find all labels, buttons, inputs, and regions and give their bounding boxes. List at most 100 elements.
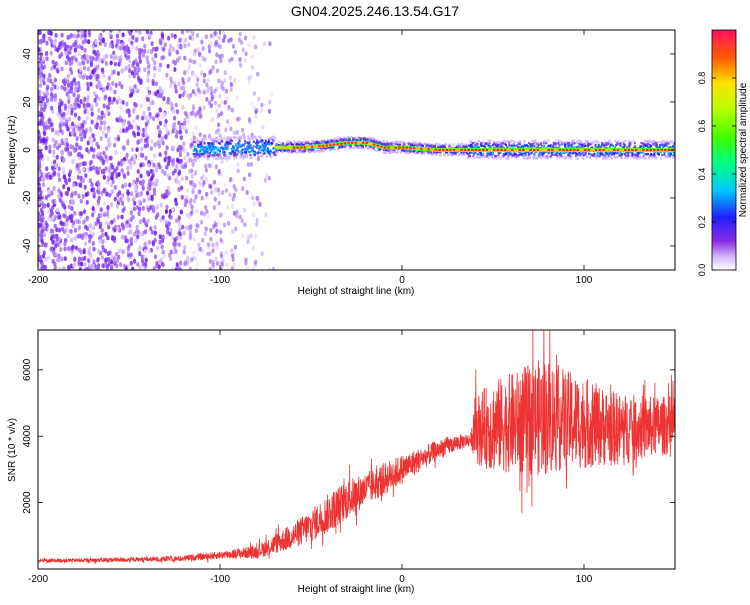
noise-dot xyxy=(48,73,52,78)
band-cell xyxy=(533,153,536,156)
band-cell-cyan xyxy=(554,152,557,155)
noise-dot xyxy=(90,119,94,125)
band-cell xyxy=(564,157,566,160)
noise-dot xyxy=(173,84,178,90)
band-cell xyxy=(237,144,240,147)
noise-dot xyxy=(103,125,107,131)
band-cell xyxy=(437,145,440,149)
noise-dot xyxy=(67,47,71,53)
noise-dot xyxy=(183,155,187,161)
band-cell xyxy=(345,139,348,142)
band-cell xyxy=(196,150,198,153)
band-cell-cyan xyxy=(619,152,622,154)
band-cell xyxy=(369,145,372,148)
noise-dot xyxy=(247,42,251,47)
noise-dot xyxy=(171,46,175,52)
noise-dot xyxy=(104,220,108,226)
noise-dot xyxy=(144,122,148,127)
noise-dot xyxy=(78,162,82,168)
band-cell xyxy=(588,143,590,146)
band-cell xyxy=(241,143,244,146)
noise-dot xyxy=(81,123,85,129)
band-cell-cyan xyxy=(228,152,231,155)
noise-dot xyxy=(77,145,81,151)
band-cell xyxy=(236,148,239,151)
band-cell xyxy=(402,141,405,144)
band-cell xyxy=(197,157,200,160)
band-cell xyxy=(265,142,268,145)
band-cell xyxy=(556,151,559,154)
noise-dot xyxy=(190,209,194,215)
noise-dot xyxy=(147,172,151,177)
noise-dot xyxy=(72,88,76,93)
noise-dot xyxy=(98,125,103,131)
band-cell xyxy=(600,151,602,154)
noise-dot xyxy=(220,100,224,105)
band-cell xyxy=(358,147,361,150)
y-tick-label: 40 xyxy=(22,48,33,60)
band-cell xyxy=(592,141,595,144)
noise-dot xyxy=(146,196,150,202)
band-cell xyxy=(656,141,659,144)
noise-dot xyxy=(252,105,256,110)
ridge-peak xyxy=(311,145,314,148)
band-cell xyxy=(523,152,526,155)
noise-dot xyxy=(126,238,130,244)
noise-dot xyxy=(97,80,101,85)
band-cell xyxy=(252,140,255,143)
band-cell xyxy=(381,142,384,145)
noise-dot xyxy=(156,125,160,130)
band-cell xyxy=(607,142,610,145)
band-cell xyxy=(645,141,648,144)
noise-dot xyxy=(112,55,116,61)
band-cell xyxy=(482,140,485,143)
band-cell xyxy=(507,156,510,159)
ridge-peak xyxy=(412,147,416,150)
band-cell-cyan xyxy=(590,153,593,155)
band-cell xyxy=(638,152,641,155)
band-cell xyxy=(514,155,517,158)
ridge-peak xyxy=(616,149,620,151)
band-cell xyxy=(489,145,492,148)
noise-dot xyxy=(129,237,133,243)
noise-dot xyxy=(47,255,51,261)
noise-dot xyxy=(173,34,177,39)
noise-dot xyxy=(150,194,154,200)
noise-dot xyxy=(38,47,41,53)
noise-dot xyxy=(116,45,120,51)
noise-dot xyxy=(219,111,223,116)
noise-dot xyxy=(130,40,134,46)
band-cell xyxy=(197,143,200,146)
band-cell xyxy=(251,135,254,138)
noise-dot xyxy=(134,238,138,244)
band-cell xyxy=(208,146,210,149)
band-cell xyxy=(410,144,412,147)
band-cell xyxy=(193,155,196,158)
noise-dot xyxy=(73,123,77,129)
noise-dot xyxy=(215,241,219,247)
noise-dot xyxy=(171,207,175,212)
ridge-peak xyxy=(613,149,616,151)
band-cell xyxy=(275,144,278,147)
noise-dot xyxy=(126,138,130,144)
noise-dot xyxy=(102,150,106,156)
band-cell xyxy=(517,155,519,158)
noise-dot xyxy=(171,162,175,168)
noise-dot xyxy=(76,61,80,66)
noise-dot xyxy=(48,144,52,150)
band-cell xyxy=(222,147,225,150)
band-cell xyxy=(422,144,424,148)
noise-dot xyxy=(152,162,156,168)
ridge-peak xyxy=(642,149,645,151)
band-cell xyxy=(581,146,584,149)
band-cell xyxy=(352,138,355,142)
band-cell xyxy=(263,148,266,151)
noise-dot xyxy=(131,266,135,270)
band-cell xyxy=(533,157,536,160)
band-cell xyxy=(303,150,305,153)
noise-dot xyxy=(153,224,157,230)
noise-dot xyxy=(198,114,202,120)
ridge-peak xyxy=(533,149,536,151)
noise-dot xyxy=(215,261,219,266)
